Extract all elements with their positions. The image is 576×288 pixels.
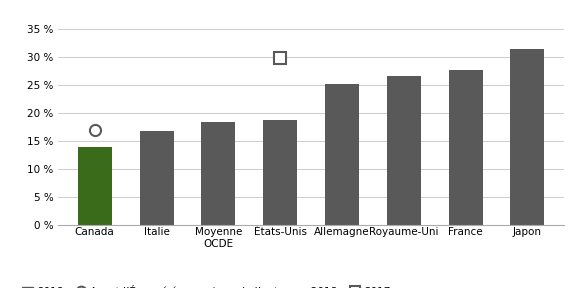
Bar [449,70,483,225]
Bar [139,131,173,225]
Bar [202,122,236,225]
Bar [510,49,544,225]
Bar [386,76,420,225]
Legend: 2018, Avant l’Énoncé économique de l’automne 2018, 2017: 2018, Avant l’Énoncé économique de l’aut… [22,285,391,288]
Bar [263,120,297,225]
Bar [78,147,112,225]
Bar [325,84,359,225]
